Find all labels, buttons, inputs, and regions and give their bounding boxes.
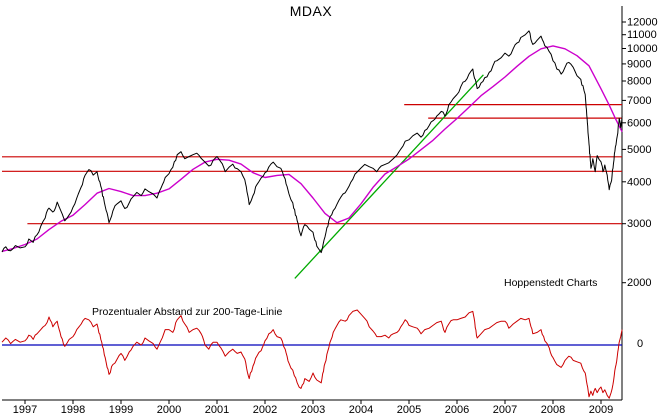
x-tick-label: 2001 [205, 404, 229, 416]
x-tick-label: 2007 [493, 404, 517, 416]
x-tick-label: 2000 [157, 404, 181, 416]
y-tick-label: 9000 [627, 58, 651, 70]
y-tick-label: 2000 [627, 277, 651, 289]
indicator-line [1, 309, 623, 399]
watermark-label: Hoppenstedt Charts [504, 277, 598, 289]
chart-title: MDAX [289, 3, 333, 19]
y-tick-label: 11000 [627, 29, 657, 41]
y-tick-label: 3000 [627, 218, 651, 230]
y-tick-label: 7000 [627, 95, 651, 107]
moving-average-line [1, 45, 623, 253]
y-tick-label: 5000 [627, 144, 651, 156]
x-tick-label: 2009 [589, 404, 613, 416]
x-tick-label: 2002 [253, 404, 277, 416]
y-tick-label: 8000 [627, 76, 651, 88]
x-tick-label: 2008 [541, 404, 565, 416]
y-tick-label: 12000 [627, 17, 658, 29]
x-tick-label: 2004 [349, 404, 373, 416]
x-tick-label: 1998 [61, 404, 85, 416]
x-tick-label: 2005 [397, 404, 421, 416]
y-tick-label: 10000 [627, 43, 658, 55]
x-tick-label: 1997 [13, 404, 37, 416]
price-line [1, 30, 623, 254]
x-tick-label: 1999 [109, 404, 133, 416]
y-tick-label: 4000 [627, 176, 651, 188]
x-tick-label: 2006 [445, 404, 469, 416]
y-tick-label: 6000 [627, 117, 651, 129]
trendline [294, 74, 484, 279]
indicator-zero-label: 0 [637, 338, 644, 350]
x-tick-label: 2003 [301, 404, 325, 416]
indicator-label: Prozentualer Abstand zur 200-Tage-Linie [92, 306, 283, 318]
